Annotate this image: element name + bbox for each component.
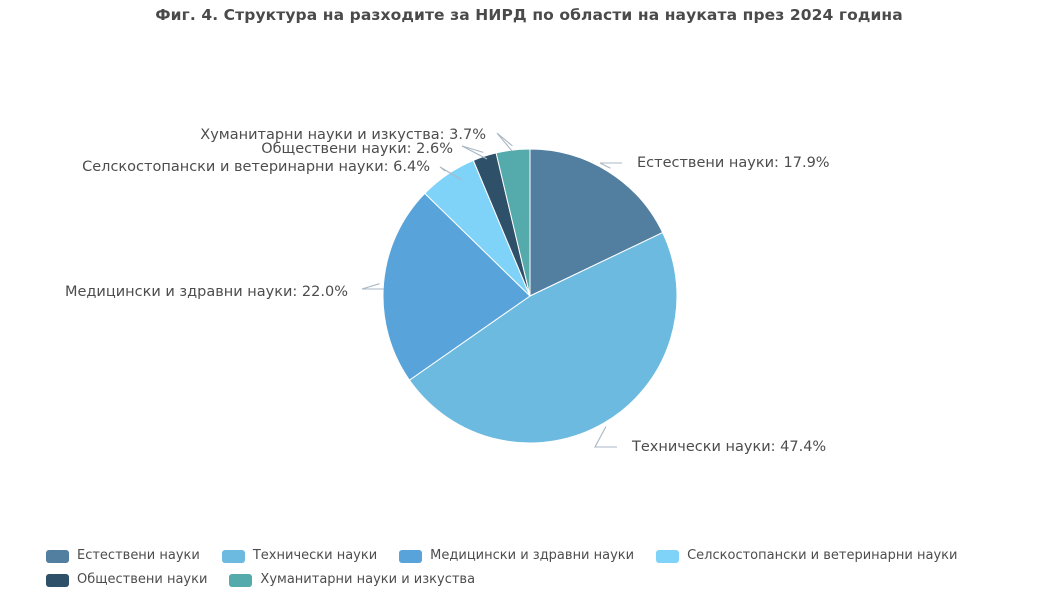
leader-line <box>361 283 384 290</box>
chart-legend: Естествени науки Технически науки Медицинс… <box>46 548 1046 588</box>
legend-item[interactable]: Технически науки <box>221 548 378 564</box>
slice-label: Естествени науки: 17.9% <box>637 155 830 171</box>
legend-label: Обществени науки <box>77 572 208 587</box>
pie-slice[interactable]: Естествени науки: 17.9% <box>529 148 664 297</box>
legend-label: Хуманитарни науки и изкуства <box>260 572 476 587</box>
leader-line <box>461 145 488 160</box>
pie-slice[interactable]: Хуманитарни науки и изкуства: 3.7% <box>495 148 531 297</box>
slice-label: Технически науки: 47.4% <box>631 439 826 455</box>
leader-line <box>599 162 622 169</box>
legend-item[interactable]: Селскостопански и ветеринарни науки <box>656 548 957 564</box>
pie-slice[interactable]: Технически науки: 47.4% <box>408 231 678 444</box>
leader-line <box>496 132 513 152</box>
slice-label: Хуманитарни науки и изкуства: 3.7% <box>200 127 486 143</box>
legend-swatch-icon <box>221 549 245 563</box>
leader-line <box>439 166 463 181</box>
pie-slices: Естествени науки: 17.9%Технически науки:… <box>382 148 678 444</box>
slice-label: Медицински и здравни науки: 22.0% <box>65 284 348 300</box>
legend-swatch-icon <box>656 549 680 563</box>
legend-swatch-icon <box>46 549 69 563</box>
legend-item[interactable]: Естествени науки <box>46 548 200 564</box>
slice-label: Селскостопански и ветеринарни науки: 6.4… <box>82 159 430 175</box>
legend-swatch-icon <box>229 573 253 587</box>
legend-swatch-icon <box>46 573 69 587</box>
pie-leader-lines <box>361 132 622 448</box>
legend-item[interactable]: Обществени науки <box>46 572 207 588</box>
legend-label: Медицински и здравни науки <box>430 548 635 563</box>
legend-label: Селскостопански и ветеринарни науки <box>687 548 958 563</box>
leader-line <box>594 426 617 448</box>
legend-swatch-icon <box>399 549 423 563</box>
legend-item[interactable]: Хуманитарни науки и изкуства <box>229 572 475 588</box>
legend-item[interactable]: Медицински и здравни науки <box>399 548 634 564</box>
pie-slice[interactable]: Медицински и здравни науки: 22.0% <box>382 192 531 381</box>
page-title: Фиг. 4. Структура на разходите за НИРД п… <box>155 6 903 24</box>
pie-slice-labels: Естествени науки: 17.9%Технически науки:… <box>65 127 830 455</box>
legend-label: Технически науки <box>252 548 378 563</box>
legend-label: Естествени науки <box>77 548 200 563</box>
slice-label: Обществени науки: 2.6% <box>261 141 453 157</box>
